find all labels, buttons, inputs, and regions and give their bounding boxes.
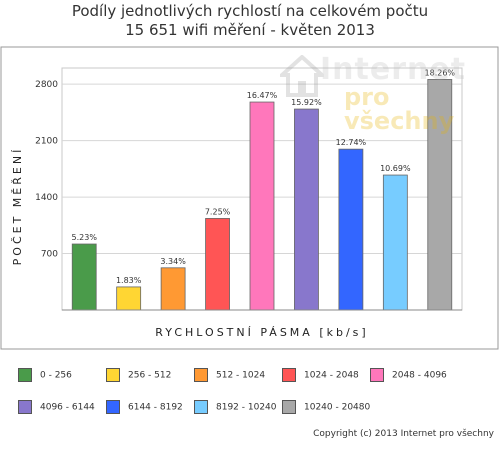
chart-title: Podíly jednotlivých rychlostí na celkové…: [0, 2, 500, 40]
bars: [71, 79, 453, 311]
chart-frame: [0, 46, 499, 350]
y-axis-ticks: 700 1400 2100 2800: [35, 80, 58, 259]
bar: [294, 108, 319, 311]
bar: [338, 148, 364, 311]
legend-swatch: [282, 368, 296, 382]
legend-swatch: [18, 368, 32, 382]
legend-label: 8192 - 10240: [216, 402, 277, 413]
legend-item: 2048 - 4096: [370, 368, 447, 382]
legend-label: 256 - 512: [128, 370, 172, 381]
bar-value-label: 3.34%: [160, 257, 186, 266]
chart-title-line2: 15 651 wifi měření - květen 2013: [125, 21, 375, 39]
bar-value-label: 12.74%: [336, 138, 367, 147]
legend-swatch: [370, 368, 384, 382]
bar-value-label: 5.23%: [72, 233, 98, 242]
legend-swatch: [194, 368, 208, 382]
y-tick-label: 700: [41, 250, 58, 260]
legend-item: 8192 - 10240: [194, 400, 277, 414]
bar-value-label: 16.47%: [247, 91, 278, 100]
legend-item: 1024 - 2048: [282, 368, 359, 382]
legend-swatch: [106, 400, 120, 414]
y-tick-label: 2100: [35, 137, 58, 147]
bar: [71, 243, 97, 311]
bar: [160, 267, 186, 311]
bar: [116, 286, 142, 311]
legend-label: 4096 - 6144: [40, 402, 95, 413]
legend-item: 0 - 256: [18, 368, 72, 382]
bar-value-label: 18.26%: [425, 68, 456, 77]
x-axis-label: RYCHLOSTNÍ PÁSMA [kb/s]: [155, 326, 368, 339]
legend-label: 512 - 1024: [216, 370, 266, 381]
legend-swatch: [18, 400, 32, 414]
bar-value-label: 7.25%: [205, 207, 231, 216]
legend-swatch: [282, 400, 296, 414]
legend-label: 6144 - 8192: [128, 402, 183, 413]
legend-item: 10240 - 20480: [282, 400, 370, 414]
chart-title-line1: Podíly jednotlivých rychlostí na celkové…: [71, 2, 429, 20]
y-tick-label: 2800: [35, 80, 58, 90]
legend-label: 2048 - 4096: [392, 370, 447, 381]
copyright-text: Copyright (c) 2013 Internet pro všechny: [313, 429, 494, 439]
bar-labels: 5.23% 1.83% 3.34% 7.25% 16.47% 15.92% 12.74% 10…: [72, 68, 456, 284]
legend-item: 4096 - 6144: [18, 400, 95, 414]
legend-label: 0 - 256: [40, 370, 72, 381]
bar-value-label: 15.92%: [291, 98, 322, 107]
legend-item: 512 - 1024: [194, 368, 265, 382]
bar: [249, 101, 275, 311]
bar: [382, 174, 408, 311]
bar-value-label: 1.83%: [116, 276, 142, 285]
legend-item: 6144 - 8192: [106, 400, 183, 414]
y-tick-label: 1400: [35, 193, 58, 203]
legend-label: 1024 - 2048: [304, 370, 359, 381]
bar-value-label: 10.69%: [380, 164, 411, 173]
legend-swatch: [194, 400, 208, 414]
legend-item: 256 - 512: [106, 368, 171, 382]
y-axis-label: POČET MĚŘENÍ: [11, 147, 24, 266]
legend-swatch: [106, 368, 120, 382]
bar: [427, 79, 453, 311]
legend-label: 10240 - 20480: [304, 402, 371, 413]
bar: [205, 218, 230, 311]
